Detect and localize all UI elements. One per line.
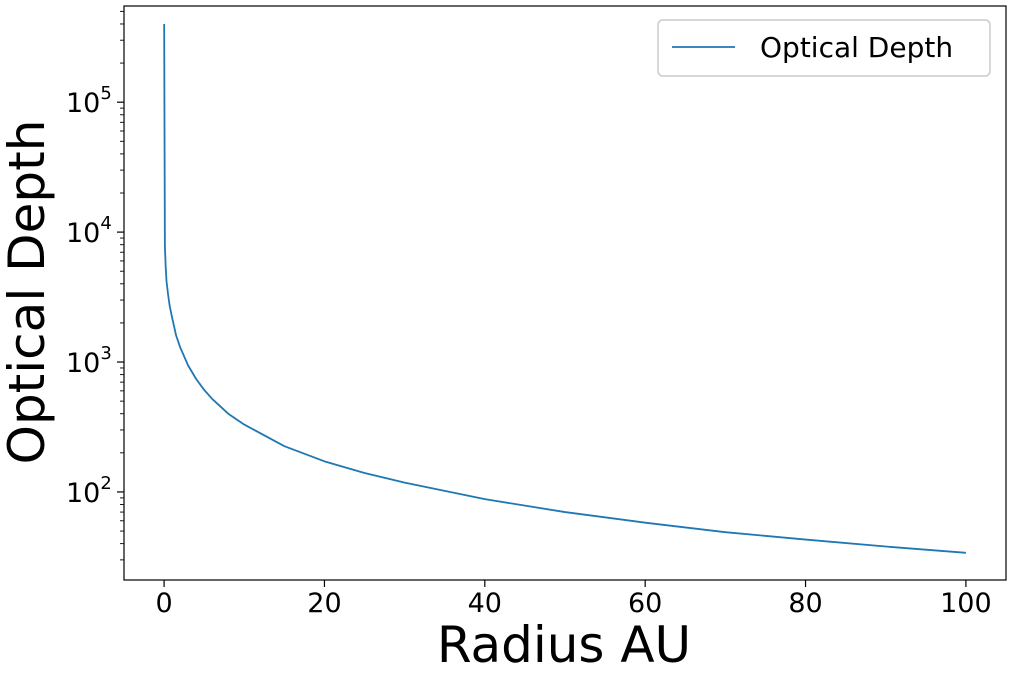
series-line-optical-depth [163, 23, 966, 554]
x-tick-label: 100 [940, 588, 992, 619]
x-tick-label: 80 [788, 588, 822, 619]
y-tick-label: 102 [66, 473, 112, 509]
legend-box [657, 19, 991, 77]
x-tick-label: 40 [468, 588, 502, 619]
x-tick-label: 0 [155, 588, 172, 619]
legend: Optical Depth [657, 19, 991, 77]
x-axis: 0 20 40 60 80 100 [155, 580, 992, 619]
y-tick-label: 105 [66, 83, 112, 119]
x-tick-label: 20 [307, 588, 341, 619]
series-layer [163, 23, 966, 554]
y-tick-label: 103 [66, 343, 112, 379]
plot-area [123, 5, 1007, 581]
y-tick-label: 104 [66, 213, 112, 249]
legend-label-optical-depth: Optical Depth [760, 31, 953, 64]
plot-frame [123, 5, 1007, 581]
x-axis-title: Radius AU [437, 616, 691, 674]
x-tick-label: 60 [628, 588, 662, 619]
y-axis-title: Optical Depth [0, 120, 56, 465]
y-axis: 102 103 104 105 [66, 10, 124, 561]
